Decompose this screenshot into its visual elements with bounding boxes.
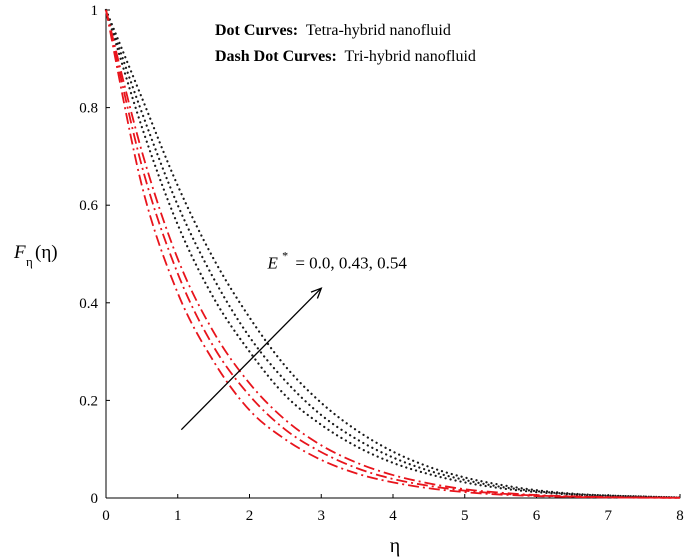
y-tick-label: 0 <box>91 491 99 507</box>
tetra-hybrid-curve-2 <box>104 8 682 499</box>
annotation-label: E * = 0.0, 0.43, 0.54 <box>266 245 407 273</box>
x-tick-label: 5 <box>461 508 469 524</box>
x-tick-label: 8 <box>676 508 684 524</box>
tetra-hybrid-curve-1 <box>104 8 682 499</box>
x-tick-label: 1 <box>174 508 182 524</box>
curves <box>104 8 682 499</box>
y-axis-label: F η (η) <box>13 242 58 269</box>
x-tick-label: 6 <box>533 508 541 524</box>
annotation: E * = 0.0, 0.43, 0.54 <box>180 245 407 431</box>
tri-hybrid-curve-3 <box>105 9 681 499</box>
tri-hybrid-curve-2 <box>105 9 681 499</box>
y-tick-label: 0.2 <box>79 393 98 409</box>
legend-key-dot: Dot Curves: <box>215 22 298 39</box>
y-axis-label-subscript: η <box>26 254 33 269</box>
annotation-text: = 0.0, 0.43, 0.54 <box>295 254 407 273</box>
legend: Dot Curves: Tetra-hybrid nanofluid Dash … <box>215 22 476 65</box>
x-tick-label: 0 <box>102 508 110 524</box>
x-tick-label: 7 <box>605 508 613 524</box>
annotation-superscript: * <box>282 249 288 263</box>
legend-key-dashdot: Dash Dot Curves: <box>215 48 337 65</box>
legend-text-dot: Tetra-hybrid nanofluid <box>306 22 451 39</box>
y-tick-label: 0.4 <box>79 296 98 312</box>
legend-line-dashdot: Dash Dot Curves: Tri-hybrid nanofluid <box>215 48 476 65</box>
tri-hybrid-curve-1 <box>105 9 681 499</box>
y-axis-label-main: F <box>13 242 26 263</box>
x-tick-label: 3 <box>318 508 326 524</box>
annotation-symbol: E <box>266 254 278 273</box>
annotation-arrow <box>180 287 322 431</box>
x-tick-label: 4 <box>389 508 397 524</box>
y-tick-label: 1 <box>91 3 99 19</box>
ticks: 0 1 2 3 4 5 6 7 8 0 0.2 0.4 0.6 0.8 1 <box>79 3 684 524</box>
y-axis-label-argument: (η) <box>35 242 58 263</box>
x-tick-label: 2 <box>246 508 254 524</box>
y-tick-label: 0.6 <box>79 198 98 214</box>
annotation-arrowhead <box>310 287 323 299</box>
x-axis-label: η <box>390 535 400 557</box>
tetra-hybrid-curve-3 <box>104 8 682 499</box>
y-tick-label: 0.8 <box>79 101 98 117</box>
legend-line-dot: Dot Curves: Tetra-hybrid nanofluid <box>215 22 451 39</box>
legend-text-dashdot: Tri-hybrid nanofluid <box>345 48 476 65</box>
